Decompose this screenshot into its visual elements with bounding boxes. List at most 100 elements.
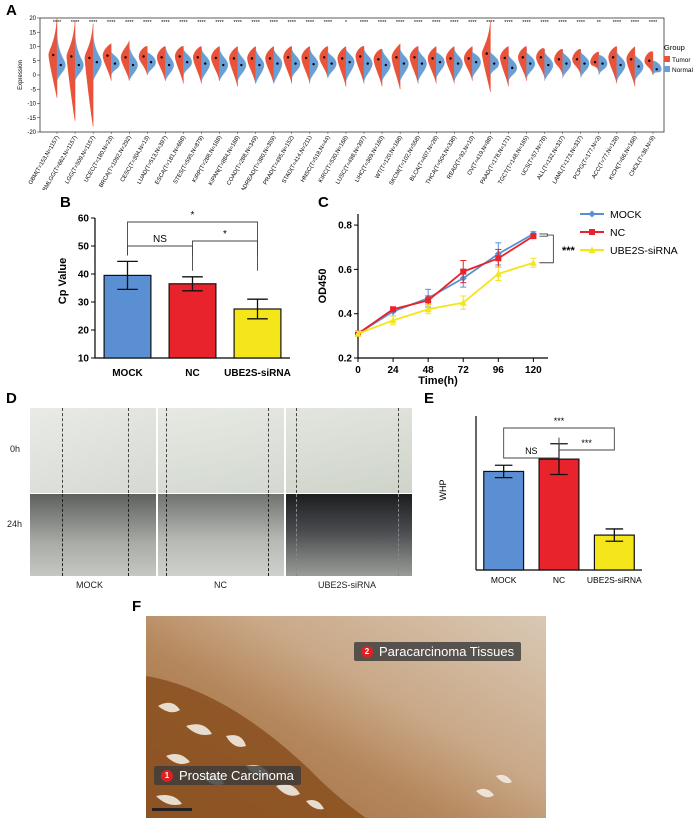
significance-marker: **** xyxy=(360,20,369,26)
significance-marker: **** xyxy=(649,20,658,26)
violin-y-tick-label: 15 xyxy=(29,30,36,36)
violin-tumor xyxy=(554,48,563,76)
scratch-assay: 0h 24h MOCK NC UBE2S-siRNA xyxy=(0,408,420,590)
violin-tumor xyxy=(445,46,455,84)
tumor-median-point xyxy=(70,55,73,58)
significance-marker: **** xyxy=(89,20,98,26)
legend-label-normal: Normal xyxy=(672,67,694,74)
scratch-border xyxy=(128,494,129,576)
violin-tumor xyxy=(84,23,94,127)
x-tick-label: 24 xyxy=(388,365,400,376)
scratch-image-mock-0h xyxy=(30,408,156,493)
tumor-median-point xyxy=(142,55,145,58)
tumor-median-point xyxy=(160,56,163,59)
significance-marker: **** xyxy=(161,20,170,26)
data-point xyxy=(530,233,537,240)
legend-label: UBE2S-siRNA xyxy=(610,245,678,257)
violin-tumor xyxy=(481,20,491,93)
tumor-median-point xyxy=(322,56,326,59)
violin-tumor xyxy=(337,46,347,87)
significance-marker: **** xyxy=(558,20,567,26)
data-point xyxy=(425,297,432,304)
violin-normal xyxy=(147,51,156,76)
od450-line-chart: 0.2 0.4 0.6 0.8 0 24 48 72 96 120 MOCK NC UBE2S-siR… xyxy=(318,209,678,387)
legend-marker xyxy=(589,229,595,235)
violin-tumor xyxy=(644,51,654,76)
comparison-label: * xyxy=(191,210,195,221)
tumor-median-point xyxy=(106,54,109,57)
tag-paracarcinoma: 2 Paracarcinoma Tissues xyxy=(354,642,522,661)
bar xyxy=(538,458,580,571)
scale-bar xyxy=(152,808,192,811)
tumor-median-point xyxy=(521,56,525,59)
gland-lumen xyxy=(158,702,180,713)
violin-normal xyxy=(92,35,102,81)
significance-bracket xyxy=(539,233,548,237)
y-tick-label: 20 xyxy=(78,326,90,337)
panel-label-f: F xyxy=(132,598,142,615)
tumor-median-point xyxy=(304,56,308,60)
significance-marker: **** xyxy=(450,20,459,26)
violin-tumor xyxy=(626,46,636,87)
scratch-border xyxy=(296,494,297,576)
tumor-median-point xyxy=(124,56,127,59)
legend-marker xyxy=(588,210,596,218)
violin-x-tick-label: GBM(T=153,N=1157) xyxy=(28,135,61,186)
panel-label-c: C xyxy=(318,194,329,211)
significance-marker: **** xyxy=(414,20,423,26)
y-tick-label: 40 xyxy=(78,270,90,281)
normal-median-point xyxy=(348,60,351,64)
significance-marker: * xyxy=(345,20,348,26)
violin-normal xyxy=(74,35,84,81)
tumor-median-point xyxy=(88,56,91,60)
tumor-median-point xyxy=(52,53,55,57)
category-label: MOCK xyxy=(112,368,143,379)
y-tick-label: 50 xyxy=(78,242,90,253)
significance-marker: **** xyxy=(53,20,62,26)
violin-normal xyxy=(418,49,427,81)
significance-marker: **** xyxy=(288,20,297,26)
category-label: MOCK xyxy=(491,575,517,585)
violin-tumor xyxy=(247,46,256,84)
normal-median-point xyxy=(601,62,604,65)
tumor-median-point xyxy=(648,59,651,62)
violin-y-tick-label: -10 xyxy=(27,102,36,108)
tumor-median-point xyxy=(286,56,290,59)
violin-y-tick-label: 5 xyxy=(33,59,37,65)
y-tick-label: 0.6 xyxy=(338,265,352,276)
whp-bar-chart: MOCK NC UBE2S-siRNA NS *** *** WHP xyxy=(438,416,642,585)
normal-median-point xyxy=(637,65,640,68)
normal-median-point xyxy=(438,60,442,64)
violin-normal xyxy=(129,46,138,81)
comparison-label: NS xyxy=(153,234,167,245)
category-label: UBE2S-siRNA xyxy=(224,368,291,379)
tumor-median-point xyxy=(611,56,615,59)
tumor-median-point xyxy=(467,57,470,60)
violin-tumor xyxy=(409,46,419,84)
violin-normal xyxy=(544,52,554,81)
tag-carcinoma: 1 Prostate Carcinoma xyxy=(154,766,301,785)
violin-y-tick-label: -20 xyxy=(27,130,36,136)
series-line xyxy=(357,261,534,335)
significance-marker: **** xyxy=(324,20,333,26)
violin-normal xyxy=(201,49,211,81)
bar xyxy=(483,470,525,571)
histology-image: 2 Paracarcinoma Tissues 1 Prostate Carci… xyxy=(146,616,546,818)
violin-tumor xyxy=(120,40,130,81)
legend-label: NC xyxy=(610,227,626,239)
normal-median-point xyxy=(619,63,622,67)
significance-marker: **** xyxy=(233,20,242,26)
normal-median-point xyxy=(330,62,333,65)
scratch-image-mock-24h xyxy=(30,494,156,576)
row-label-24h: 24h xyxy=(7,519,23,529)
whp-y-axis-label: WHP xyxy=(438,480,448,501)
significance-marker: **** xyxy=(107,20,116,26)
violin-normal xyxy=(327,51,337,78)
violin-tumor xyxy=(608,46,618,84)
normal-median-point xyxy=(131,63,135,67)
significance-marker: **** xyxy=(468,20,477,26)
panel-label-a: A xyxy=(6,2,17,19)
violin-normal xyxy=(472,51,481,78)
violin-tumor xyxy=(192,46,202,84)
violin-normal xyxy=(580,51,590,78)
